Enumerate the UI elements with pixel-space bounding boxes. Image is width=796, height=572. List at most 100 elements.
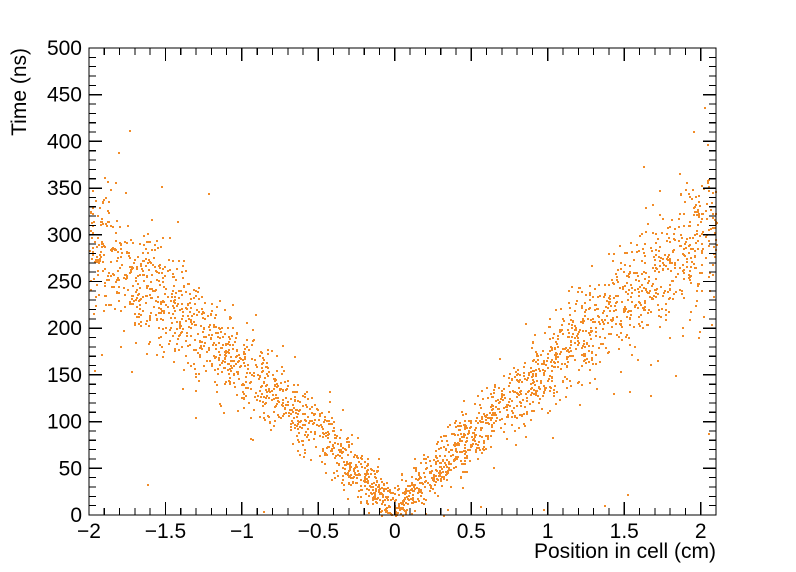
data-point <box>713 296 715 298</box>
data-point <box>644 306 646 308</box>
data-point <box>173 285 175 287</box>
data-point <box>628 273 630 275</box>
data-point <box>596 308 598 310</box>
data-point <box>321 412 323 414</box>
data-point <box>173 307 175 309</box>
data-point <box>104 295 106 297</box>
data-point <box>675 291 677 293</box>
data-point <box>325 432 327 434</box>
data-point <box>578 331 580 333</box>
data-point <box>513 391 515 393</box>
data-point <box>499 411 501 413</box>
data-point <box>199 356 201 358</box>
data-point <box>208 326 210 328</box>
data-point <box>102 243 104 245</box>
data-point <box>443 466 445 468</box>
data-point <box>520 402 522 404</box>
data-point <box>229 381 231 383</box>
data-point <box>620 268 622 270</box>
data-point-outlier <box>129 130 131 132</box>
data-point <box>413 467 415 469</box>
data-point <box>544 370 546 372</box>
data-point <box>615 309 617 311</box>
data-point <box>376 481 378 483</box>
data-point <box>589 382 591 384</box>
data-point <box>261 367 263 369</box>
data-point <box>236 355 238 357</box>
data-point <box>557 361 559 363</box>
data-point <box>262 357 264 359</box>
data-point <box>487 397 489 399</box>
data-point <box>333 427 335 429</box>
data-point <box>211 303 213 305</box>
data-point <box>488 417 490 419</box>
data-point <box>596 388 598 390</box>
data-point <box>161 346 163 348</box>
data-point <box>689 196 691 198</box>
data-point <box>137 275 139 277</box>
data-point <box>169 237 171 239</box>
data-point <box>472 439 474 441</box>
data-point <box>495 406 497 408</box>
data-point <box>357 470 359 472</box>
data-point <box>275 394 277 396</box>
data-point <box>294 396 296 398</box>
data-point <box>92 207 94 209</box>
x-tick-label: −1.5 <box>145 520 186 543</box>
data-point <box>662 262 664 264</box>
data-point <box>368 476 370 478</box>
data-point <box>274 384 276 386</box>
data-point <box>430 465 432 467</box>
data-point <box>96 284 98 286</box>
data-point <box>405 490 407 492</box>
data-point <box>378 484 380 486</box>
data-point <box>683 248 685 250</box>
data-point <box>376 471 378 473</box>
data-point <box>174 296 176 298</box>
data-point <box>352 482 354 484</box>
data-point <box>629 271 631 273</box>
data-point <box>273 388 275 390</box>
data-point <box>190 365 192 367</box>
data-point <box>348 441 350 443</box>
data-point <box>237 371 239 373</box>
data-point <box>620 332 622 334</box>
data-point <box>597 296 599 298</box>
data-point <box>287 385 289 387</box>
data-point <box>228 373 230 375</box>
data-point <box>97 274 99 276</box>
data-point <box>603 323 605 325</box>
data-point <box>205 370 207 372</box>
data-point <box>442 460 444 462</box>
data-point <box>672 280 674 282</box>
data-point <box>607 307 609 309</box>
data-point <box>615 302 617 304</box>
data-point <box>463 400 465 402</box>
data-point <box>132 267 134 269</box>
data-point <box>698 201 700 203</box>
data-point <box>124 274 126 276</box>
data-point <box>119 226 121 228</box>
data-point <box>683 225 685 227</box>
data-point <box>684 243 686 245</box>
data-point <box>201 341 203 343</box>
data-point <box>222 344 224 346</box>
data-point <box>678 218 680 220</box>
data-point <box>481 418 483 420</box>
data-point <box>474 440 476 442</box>
data-point <box>118 300 120 302</box>
data-point <box>411 482 413 484</box>
data-point <box>197 333 199 335</box>
data-point <box>445 471 447 473</box>
data-point <box>592 318 594 320</box>
data-point <box>215 314 217 316</box>
data-point <box>644 278 646 280</box>
data-point <box>193 313 195 315</box>
data-point <box>143 235 145 237</box>
data-point <box>159 284 161 286</box>
data-point <box>97 215 99 217</box>
data-point <box>216 391 218 393</box>
data-point <box>170 327 172 329</box>
data-point <box>157 247 159 249</box>
data-point <box>559 353 561 355</box>
